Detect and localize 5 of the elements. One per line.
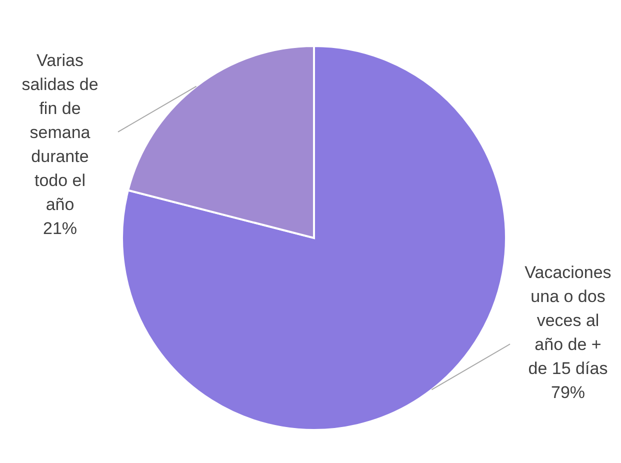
slice-label: Varias salidas de fin de semana durante todo el año	[22, 50, 98, 214]
slice-label: Vacaciones una o dos veces al año de + de 15 días	[524, 263, 612, 378]
pie-slice	[121, 45, 507, 431]
data-label: 79%	[550, 383, 586, 402]
data-label: 21%	[42, 218, 78, 238]
